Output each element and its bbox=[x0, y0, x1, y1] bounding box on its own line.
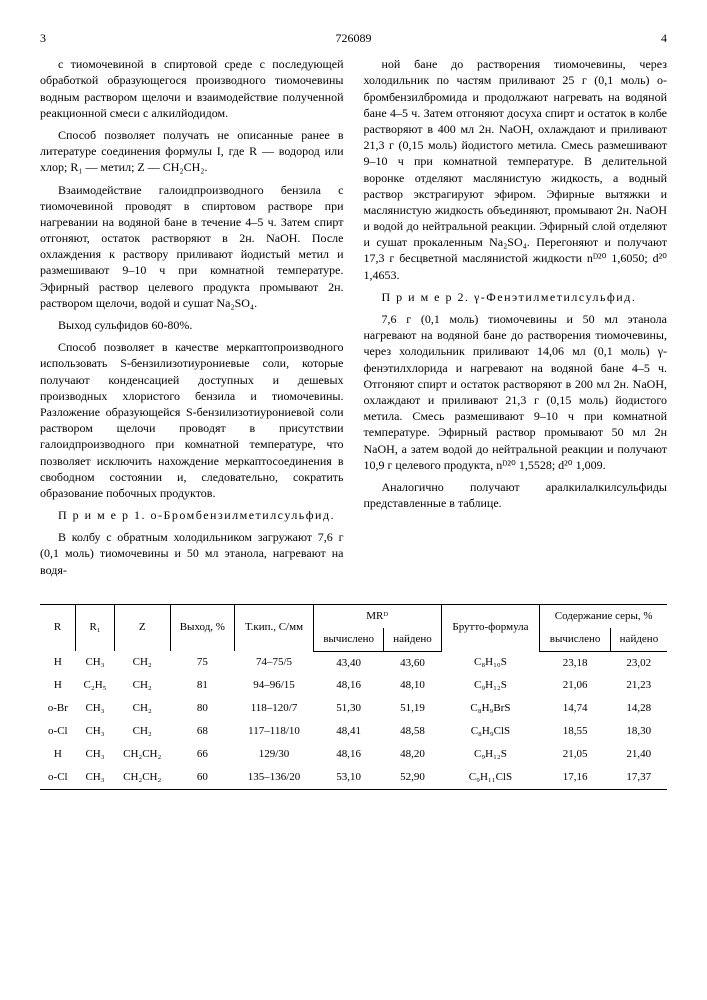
table-cell: CH₃ bbox=[76, 766, 115, 789]
table-cell: 17,16 bbox=[540, 766, 611, 789]
table-cell: 118–120/7 bbox=[235, 697, 314, 720]
table-row: o-ClCH₃CH₂CH₂60135–136/2053,1052,90C₉H₁₁… bbox=[40, 766, 667, 789]
table-cell: 21,06 bbox=[540, 674, 611, 697]
table-cell: CH₂ bbox=[114, 651, 170, 674]
table-cell: 21,23 bbox=[610, 674, 667, 697]
table-cell: 48,10 bbox=[384, 674, 441, 697]
table-cell: C₈H₁₀S bbox=[441, 651, 540, 674]
table-row: o-ClCH₃CH₂68117–118/1048,4148,58C₈H₉ClS1… bbox=[40, 720, 667, 743]
table-row: o-BrCH₃CH₂80118–120/751,3051,19C₈H₉BrS14… bbox=[40, 697, 667, 720]
col-yield: Выход, % bbox=[170, 604, 235, 651]
page-header: 3 726089 4 bbox=[40, 30, 667, 46]
table-cell: CH₂CH₂ bbox=[114, 766, 170, 789]
table-cell: 80 bbox=[170, 697, 235, 720]
table-cell: o-Cl bbox=[40, 766, 76, 789]
table-cell: C₉H₁₂S bbox=[441, 674, 540, 697]
table-cell: 14,74 bbox=[540, 697, 611, 720]
table-cell: H bbox=[40, 674, 76, 697]
table-cell: 23,02 bbox=[610, 651, 667, 674]
table-cell: 17,37 bbox=[610, 766, 667, 789]
table-cell: 51,30 bbox=[313, 697, 384, 720]
paragraph: ной бане до растворения тиомочевины, чер… bbox=[364, 56, 668, 283]
table-cell: CH₂ bbox=[114, 697, 170, 720]
col-mrd-calc: вычислено bbox=[313, 628, 384, 651]
table-cell: 48,16 bbox=[313, 743, 384, 766]
col-R: R bbox=[40, 604, 76, 651]
table-cell: o-Cl bbox=[40, 720, 76, 743]
table-cell: o-Br bbox=[40, 697, 76, 720]
table-cell: 48,16 bbox=[313, 674, 384, 697]
paragraph: с тиомочевиной в спиртовой среде с после… bbox=[40, 56, 344, 121]
table-cell: 23,18 bbox=[540, 651, 611, 674]
table-cell: CH₃ bbox=[76, 697, 115, 720]
table-cell: 129/30 bbox=[235, 743, 314, 766]
table-cell: CH₂ bbox=[114, 720, 170, 743]
table-cell: 60 bbox=[170, 766, 235, 789]
results-table: R R₁ Z Выход, % Т.кип., С/мм MRᴰ Брутто-… bbox=[40, 604, 667, 790]
table-cell: 75 bbox=[170, 651, 235, 674]
patent-number: 726089 bbox=[250, 30, 457, 46]
table-cell: 51,19 bbox=[384, 697, 441, 720]
table-cell: CH₃ bbox=[76, 720, 115, 743]
table-cell: C₉H₁₁ClS bbox=[441, 766, 540, 789]
table-cell: C₈H₉ClS bbox=[441, 720, 540, 743]
table-cell: 43,40 bbox=[313, 651, 384, 674]
col-s-found: найдено bbox=[610, 628, 667, 651]
paragraph: Способ позволяет получать не описанные р… bbox=[40, 127, 344, 176]
paragraph: Выход сульфидов 60-80%. bbox=[40, 317, 344, 333]
table-cell: 74–75/5 bbox=[235, 651, 314, 674]
table-cell: 135–136/20 bbox=[235, 766, 314, 789]
page-number-right: 4 bbox=[460, 30, 667, 46]
example-heading: П р и м е р 2. γ-Фенэтилметилсульфид. bbox=[364, 289, 668, 305]
left-column: с тиомочевиной в спиртовой среде с после… bbox=[40, 56, 344, 584]
paragraph: Взаимодействие галоидпроизводного бензил… bbox=[40, 182, 344, 312]
right-column: ной бане до растворения тиомочевины, чер… bbox=[364, 56, 668, 584]
table-cell: 94–96/15 bbox=[235, 674, 314, 697]
table-cell: 53,10 bbox=[313, 766, 384, 789]
paragraph: 7,6 г (0,1 моль) тиомочевины и 50 мл эта… bbox=[364, 311, 668, 473]
table-cell: C₂H₅ bbox=[76, 674, 115, 697]
table-cell: 43,60 bbox=[384, 651, 441, 674]
table-cell: C₉H₁₂S bbox=[441, 743, 540, 766]
col-mrd-found: найдено bbox=[384, 628, 441, 651]
table-cell: 18,30 bbox=[610, 720, 667, 743]
col-bp: Т.кип., С/мм bbox=[235, 604, 314, 651]
table-row: HCH₃CH₂CH₂66129/3048,1648,20C₉H₁₂S21,052… bbox=[40, 743, 667, 766]
table-cell: 68 bbox=[170, 720, 235, 743]
table-cell: 117–118/10 bbox=[235, 720, 314, 743]
table-row: HC₂H₅CH₂8194–96/1548,1648,10C₉H₁₂S21,062… bbox=[40, 674, 667, 697]
col-R1: R₁ bbox=[76, 604, 115, 651]
table-cell: CH₂ bbox=[114, 674, 170, 697]
col-mrd: MRᴰ bbox=[313, 604, 441, 627]
table-cell: 48,20 bbox=[384, 743, 441, 766]
col-sulfur: Содержание серы, % bbox=[540, 604, 667, 627]
table-cell: CH₂CH₂ bbox=[114, 743, 170, 766]
table-cell: 81 bbox=[170, 674, 235, 697]
col-formula: Брутто-формула bbox=[441, 604, 540, 651]
paragraph: Способ позволяет в качестве меркаптопрои… bbox=[40, 339, 344, 501]
table-cell: C₈H₉BrS bbox=[441, 697, 540, 720]
col-Z: Z bbox=[114, 604, 170, 651]
table-cell: CH₃ bbox=[76, 743, 115, 766]
table-cell: 21,40 bbox=[610, 743, 667, 766]
example-heading: П р и м е р 1. о-Бромбензилметилсульфид. bbox=[40, 507, 344, 523]
col-s-calc: вычислено bbox=[540, 628, 611, 651]
table-cell: H bbox=[40, 651, 76, 674]
paragraph: Аналогично получают аралкилалкилсульфиды… bbox=[364, 479, 668, 511]
table-cell: 18,55 bbox=[540, 720, 611, 743]
table-row: HCH₃CH₂7574–75/543,4043,60C₈H₁₀S23,1823,… bbox=[40, 651, 667, 674]
page-number-left: 3 bbox=[40, 30, 247, 46]
table-cell: 48,58 bbox=[384, 720, 441, 743]
table-cell: CH₃ bbox=[76, 651, 115, 674]
table-cell: 14,28 bbox=[610, 697, 667, 720]
table-cell: H bbox=[40, 743, 76, 766]
paragraph: В колбу с обратным холодильником загружа… bbox=[40, 529, 344, 578]
table-body: HCH₃CH₂7574–75/543,4043,60C₈H₁₀S23,1823,… bbox=[40, 651, 667, 789]
body-columns: с тиомочевиной в спиртовой среде с после… bbox=[40, 56, 667, 584]
table-cell: 52,90 bbox=[384, 766, 441, 789]
table-cell: 48,41 bbox=[313, 720, 384, 743]
table-cell: 66 bbox=[170, 743, 235, 766]
table-cell: 21,05 bbox=[540, 743, 611, 766]
